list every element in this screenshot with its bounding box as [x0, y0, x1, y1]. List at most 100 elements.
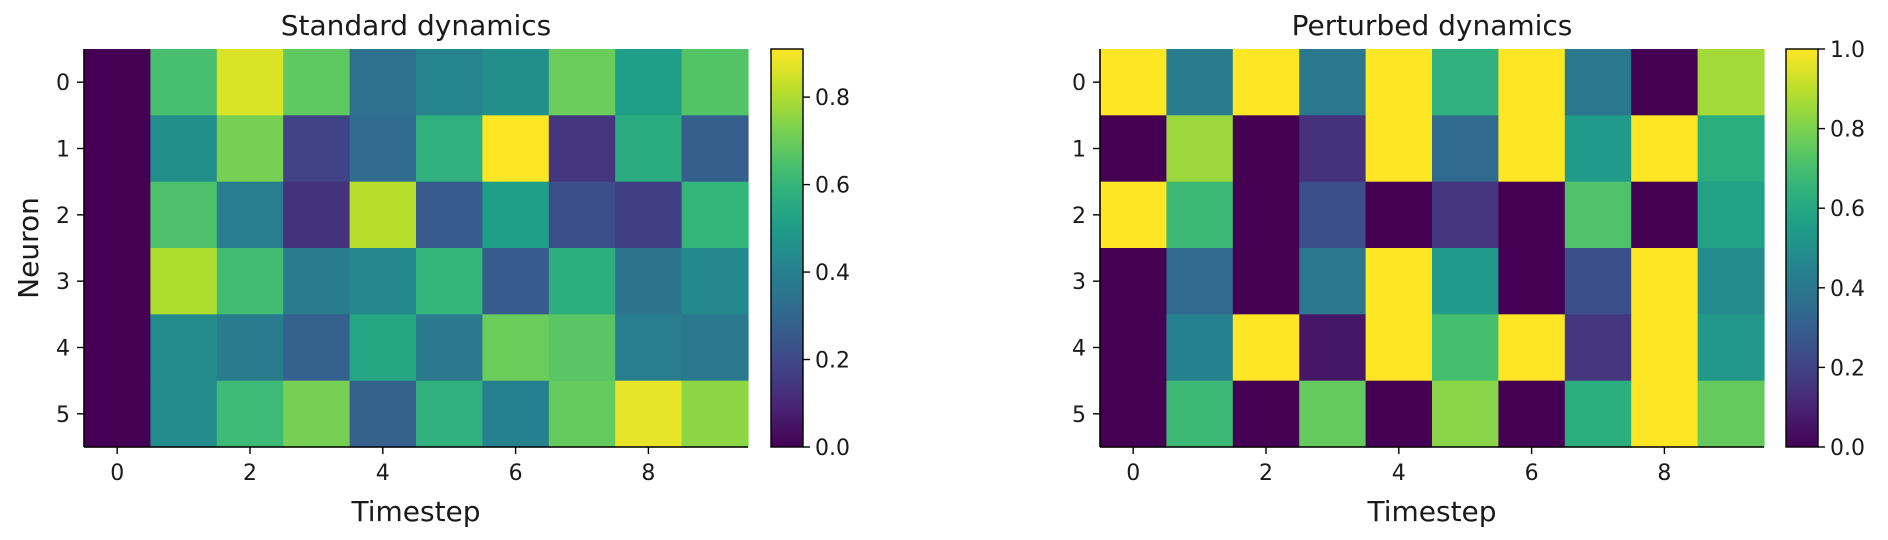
heatmap-cell-r0-c1	[1166, 49, 1234, 116]
y-tick-label: 1	[56, 138, 70, 163]
colorbar-tick-label: 0.8	[815, 86, 850, 111]
heatmap-cell-r2-c8	[615, 181, 683, 249]
heatmap-cell-r3-c9	[681, 248, 749, 315]
heatmap-cell-r1-c2	[216, 115, 284, 183]
heatmap-cell-r3-c7	[548, 248, 616, 315]
colorbar-tick-label: 0.6	[815, 174, 850, 199]
heatmap-cell-r3-c1	[150, 248, 218, 315]
heatmap-cell-r1-c4	[349, 115, 417, 183]
heatmap-cell-r1-c1	[150, 115, 218, 183]
colorbar-tick-label: 0.0	[815, 436, 850, 461]
heatmap-cell-r2-c3	[1299, 181, 1367, 249]
x-tick-label: 6	[1525, 461, 1539, 486]
heatmap-cell-r1-c4	[1365, 115, 1433, 183]
heatmap-cell-r0-c3	[1299, 49, 1367, 116]
heatmap-cell-r2-c7	[1564, 181, 1632, 249]
heatmap-cell-r5-c1	[1166, 380, 1234, 448]
y-tick-label: 3	[1072, 270, 1086, 295]
heatmap-cell-r0-c2	[216, 49, 284, 116]
heatmap-cell-r2-c2	[1232, 181, 1300, 249]
heatmap-cell-r3-c6	[482, 248, 550, 315]
y-tick-label: 4	[1072, 337, 1086, 362]
heatmap-panel-perturbed: 0 2 4 6 8 0 1 2 3 4 5 Perturbed dynamics Timestep 0.0…	[1072, 9, 1865, 528]
heatmap-cell-r4-c0	[84, 314, 151, 382]
heatmap-cell-r5-c0	[1100, 380, 1167, 448]
x-axis-label: Timestep	[1366, 495, 1496, 528]
heatmap-cell-r3-c3	[283, 248, 351, 315]
x-tick-label: 2	[1259, 461, 1273, 486]
heatmap-cell-r5-c9	[681, 380, 749, 448]
heatmap-cell-r5-c0	[84, 380, 151, 448]
heatmap-cell-r2-c5	[1432, 181, 1499, 249]
heatmap-cell-r0-c7	[548, 49, 616, 116]
heatmap-cell-r4-c1	[150, 314, 218, 382]
heatmap-cell-r5-c3	[283, 380, 351, 448]
heatmap-cell-r1-c7	[1564, 115, 1632, 183]
heatmap-cell-r5-c3	[1299, 380, 1367, 448]
heatmap-cell-r5-c5	[1432, 380, 1499, 448]
y-tick-label: 5	[56, 403, 70, 428]
heatmap-cell-r3-c8	[1631, 248, 1699, 315]
colorbar	[1785, 48, 1819, 448]
heatmap-cell-r1-c8	[615, 115, 683, 183]
heatmap-cell-r2-c0	[84, 181, 151, 249]
colorbar-tick-label: 0.4	[1830, 277, 1865, 302]
heatmap-cell-r2-c1	[1166, 181, 1234, 249]
heatmap-cell-r5-c5	[416, 380, 483, 448]
heatmap-cell-r4-c7	[1564, 314, 1632, 382]
x-axis-label: Timestep	[350, 495, 480, 528]
colorbar-tick-label: 0.0	[1830, 436, 1865, 461]
heatmap-cell-r5-c7	[1564, 380, 1632, 448]
heatmap-cell-r5-c2	[1232, 380, 1300, 448]
heatmap-cell-r3-c4	[1365, 248, 1433, 315]
y-tick-label: 0	[56, 71, 70, 96]
heatmap-cell-r1-c2	[1232, 115, 1300, 183]
heatmap-cell-r1-c7	[548, 115, 616, 183]
heatmap-cell-r1-c9	[1697, 115, 1765, 183]
heatmap-cell-r3-c5	[416, 248, 483, 315]
heatmap-cell-r4-c7	[548, 314, 616, 382]
heatmap-cell-r5-c1	[150, 380, 218, 448]
heatmap-cell-r3-c2	[1232, 248, 1300, 315]
x-tick-label: 0	[110, 461, 124, 486]
heatmap-cell-r3-c0	[1100, 248, 1167, 315]
heatmap-cell-r4-c3	[1299, 314, 1367, 382]
colorbar-tick-label: 0.4	[815, 261, 850, 286]
x-tick-label: 0	[1126, 461, 1140, 486]
y-tick-label: 2	[56, 204, 70, 229]
x-tick-label: 2	[243, 461, 257, 486]
heatmap-cell-r0-c8	[1631, 49, 1699, 116]
heatmap-cell-r4-c8	[615, 314, 683, 382]
heatmap-cell-r0-c0	[84, 49, 151, 116]
x-tick-label: 8	[641, 461, 655, 486]
y-tick-label: 5	[1072, 403, 1086, 428]
heatmap-cell-r4-c5	[416, 314, 483, 382]
heatmap-cell-r2-c1	[150, 181, 218, 249]
heatmap-cell-r4-c3	[283, 314, 351, 382]
heatmap-cell-r5-c6	[482, 380, 550, 448]
colorbar	[770, 48, 804, 448]
heatmap-cell-r1-c6	[1498, 115, 1566, 183]
heatmap-cell-r5-c4	[349, 380, 417, 448]
heatmap-cell-r5-c8	[615, 380, 683, 448]
heatmap-cell-r2-c2	[216, 181, 284, 249]
heatmap-cell-r1-c0	[84, 115, 151, 183]
heatmap-cell-r4-c9	[681, 314, 749, 382]
chart-title: Standard dynamics	[281, 9, 552, 42]
heatmap-cell-r3-c3	[1299, 248, 1367, 315]
heatmap-cell-r2-c7	[548, 181, 616, 249]
heatmap-cell-r0-c3	[283, 49, 351, 116]
heatmap-cell-r3-c7	[1564, 248, 1632, 315]
heatmap-cell-r0-c4	[1365, 49, 1433, 116]
heatmap-cell-r2-c6	[1498, 181, 1566, 249]
heatmap-cell-r1-c3	[283, 115, 351, 183]
colorbar-tick-label: 1.0	[1830, 38, 1865, 63]
heatmap-cell-r2-c6	[482, 181, 550, 249]
heatmap-cell-r2-c9	[1697, 181, 1765, 249]
heatmap-cell-r1-c3	[1299, 115, 1367, 183]
heatmap-cell-r4-c6	[1498, 314, 1566, 382]
heatmap-cell-r0-c5	[1432, 49, 1499, 116]
y-tick-label: 3	[56, 270, 70, 295]
heatmap-cell-r3-c5	[1432, 248, 1499, 315]
